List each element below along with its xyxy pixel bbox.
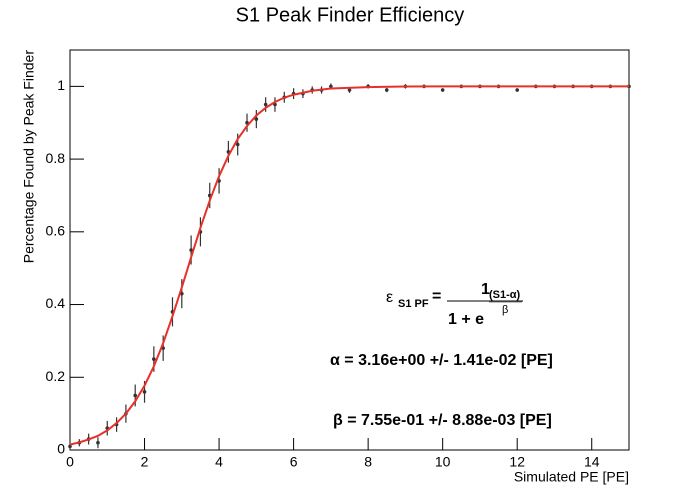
x-tick-label: 6 [290, 454, 298, 470]
chart-title: S1 Peak Finder Efficiency [236, 4, 465, 26]
y-tick-label: 0 [57, 441, 65, 457]
data-point [189, 248, 193, 252]
formula-subscript: S1 PF [398, 298, 429, 310]
fit-formula: ε S1 PF = 1 (S1-α) β 1 + e [386, 281, 523, 328]
data-point [235, 142, 240, 147]
x-axis-title: Simulated PE [PE] [514, 469, 629, 485]
formula-exponent-top: (S1-α) [489, 289, 521, 301]
data-point [347, 88, 352, 92]
alpha-annotation: α = 3.16e+00 +/- 1.41e-02 [PE] [330, 352, 553, 369]
y-tick-label: 0.6 [46, 223, 66, 239]
x-tick-label: 8 [364, 454, 372, 470]
formula-epsilon: ε [386, 289, 393, 306]
data-point [254, 117, 259, 121]
formula-equals: = [432, 288, 441, 305]
x-tick-label: 2 [141, 454, 149, 470]
data-point [152, 357, 156, 361]
x-tick-label: 0 [66, 454, 74, 470]
data-point [96, 440, 100, 445]
fit-curve [69, 85, 629, 446]
formula-numerator: 1 [481, 281, 490, 298]
data-point [440, 88, 445, 92]
formula-exponent-bottom: β [502, 304, 508, 316]
data-point [515, 88, 519, 92]
y-tick-label: 1 [57, 77, 65, 93]
beta-annotation: β = 7.55e-01 +/- 8.88e-03 [PE] [333, 412, 552, 429]
x-tick-label: 14 [584, 454, 600, 470]
data-point [133, 393, 138, 398]
x-tick-label: 10 [435, 454, 451, 470]
y-axis-title: Percentage Found by Peak Finder [21, 50, 37, 264]
data-point [263, 102, 268, 107]
data-point [329, 84, 333, 89]
data-point [68, 444, 72, 449]
y-tick-label: 0.4 [46, 295, 66, 311]
x-tick-label: 12 [509, 454, 525, 470]
y-tick-label: 0.2 [46, 368, 66, 384]
data-point [142, 390, 147, 394]
formula-denominator: 1 + e [448, 311, 484, 328]
y-tick-label: 0.8 [46, 150, 66, 166]
x-tick-label: 4 [215, 454, 223, 470]
plot-frame [69, 49, 630, 451]
data-point [384, 88, 389, 92]
